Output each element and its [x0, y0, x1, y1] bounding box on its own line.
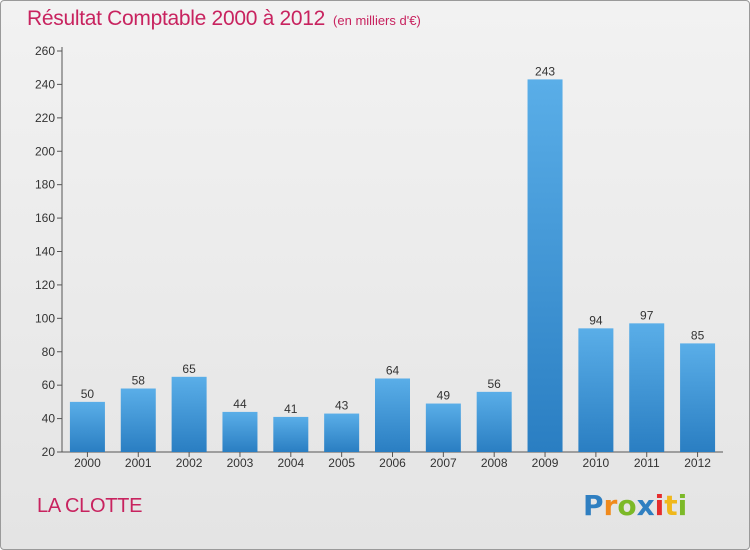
- data-label-2004: 41: [284, 402, 298, 416]
- bar-2011[interactable]: [629, 323, 665, 452]
- bar-2002[interactable]: [171, 376, 207, 452]
- x-tick-label: 2001: [125, 456, 152, 470]
- bar-2003[interactable]: [222, 411, 258, 452]
- x-tick-label: 2003: [227, 456, 254, 470]
- y-tick-label: 160: [35, 211, 55, 225]
- data-label-2007: 49: [437, 389, 451, 403]
- data-label-2001: 58: [132, 374, 146, 388]
- data-label-2006: 64: [386, 363, 400, 377]
- proxiti-logo[interactable]: Proxiti: [583, 489, 687, 522]
- bars: [69, 79, 716, 452]
- logo-letter: i: [677, 489, 688, 522]
- bar-2006[interactable]: [375, 378, 410, 452]
- x-tick-label: 2010: [583, 456, 610, 470]
- x-tick-label: 2011: [634, 456, 660, 470]
- logo-letter: t: [664, 489, 678, 522]
- bar-2009[interactable]: [527, 79, 563, 452]
- chart-title: Résultat Comptable 2000 à 2012 (en millie…: [27, 7, 421, 31]
- x-tick-label: 2008: [481, 456, 508, 470]
- data-label-2008: 56: [488, 377, 502, 391]
- y-tick-label: 220: [35, 111, 55, 125]
- data-label-2012: 85: [691, 328, 705, 342]
- bar-2000[interactable]: [69, 401, 105, 452]
- x-tick-label: 2009: [532, 456, 559, 470]
- bar-2004[interactable]: [273, 416, 309, 452]
- bar-2001[interactable]: [120, 388, 156, 452]
- data-label-2011: 97: [640, 308, 654, 322]
- bar-2010[interactable]: [578, 328, 614, 452]
- logo-letter: i: [654, 489, 665, 522]
- bar-2005[interactable]: [324, 413, 360, 452]
- commune-name: LA CLOTTE: [37, 495, 143, 517]
- data-label-2002: 65: [182, 362, 196, 376]
- y-tick-label: 80: [42, 345, 56, 359]
- chart-title-text: Résultat Comptable 2000 à 2012: [27, 7, 326, 30]
- data-label-2005: 43: [335, 399, 349, 413]
- y-tick-label: 100: [35, 311, 55, 325]
- y-tick-label: 240: [35, 77, 55, 91]
- logo-letter: x: [636, 489, 655, 522]
- y-tick-label: 180: [35, 178, 55, 192]
- x-tick-label: 2004: [277, 456, 304, 470]
- x-tick-label: 2005: [328, 456, 355, 470]
- y-tick-label: 60: [42, 378, 56, 392]
- y-tick-label: 20: [42, 445, 56, 459]
- data-label-2009: 243: [535, 64, 555, 78]
- data-label-2003: 44: [233, 397, 247, 411]
- data-label-2010: 94: [589, 313, 603, 327]
- logo-letter: o: [617, 489, 637, 522]
- y-tick-label: 120: [35, 278, 55, 292]
- x-tick-label: 2002: [176, 456, 203, 470]
- chart-subtitle: (en milliers d'€): [333, 13, 421, 28]
- x-tick-label: 2000: [74, 456, 101, 470]
- data-labels: 50 58 65 44 41 43 64 49 56 243 94 97 85: [81, 64, 705, 416]
- x-tick-label: 2006: [379, 456, 406, 470]
- logo-letter: P: [583, 489, 604, 522]
- y-tick-label: 200: [35, 144, 55, 158]
- bar-2007[interactable]: [425, 403, 461, 452]
- y-tick-label: 40: [42, 412, 56, 426]
- logo-letter: r: [603, 489, 618, 522]
- x-tick-label: 2012: [684, 456, 711, 470]
- y-tick-label: 260: [35, 44, 55, 58]
- bar-2012[interactable]: [680, 343, 716, 452]
- x-tick-label: 2007: [430, 456, 457, 470]
- bar-2008[interactable]: [476, 391, 512, 452]
- data-label-2000: 50: [81, 387, 95, 401]
- y-tick-label: 140: [35, 245, 55, 259]
